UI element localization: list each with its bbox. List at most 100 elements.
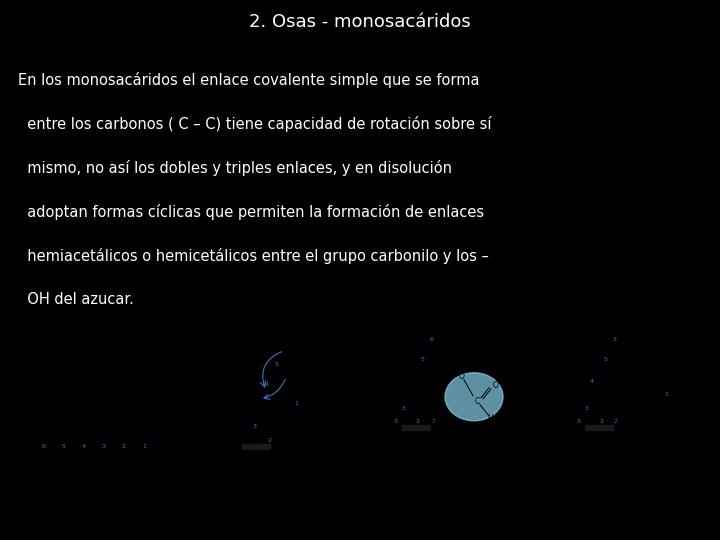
- Text: C: C: [248, 420, 253, 429]
- Text: OH: OH: [571, 434, 582, 443]
- Text: 5: 5: [62, 444, 66, 449]
- Text: H: H: [283, 344, 289, 353]
- Text: C: C: [590, 402, 595, 411]
- Text: O: O: [493, 381, 499, 390]
- Text: C: C: [657, 395, 662, 404]
- Text: CH$_2$OH: CH$_2$OH: [601, 341, 629, 354]
- Text: OH: OH: [240, 454, 252, 463]
- Text: 4: 4: [590, 379, 594, 384]
- Text: OH: OH: [56, 434, 68, 442]
- Text: 4: 4: [82, 444, 86, 449]
- Text: O: O: [459, 372, 465, 381]
- Text: C: C: [99, 417, 104, 427]
- Text: OH: OH: [572, 397, 583, 406]
- Text: C: C: [59, 417, 65, 427]
- Text: 3: 3: [394, 420, 398, 424]
- Text: C: C: [429, 355, 435, 364]
- Text: C: C: [280, 360, 286, 369]
- Text: 1: 1: [664, 392, 668, 397]
- Text: 3: 3: [102, 444, 106, 449]
- Text: H: H: [99, 401, 105, 410]
- Text: C: C: [120, 417, 125, 427]
- Text: 2: 2: [122, 444, 126, 449]
- Text: O: O: [642, 372, 648, 381]
- Text: OH: OH: [410, 434, 422, 443]
- Text: 2: 2: [614, 420, 618, 424]
- Text: H: H: [487, 414, 493, 423]
- Text: H: H: [596, 410, 602, 420]
- Text: H: H: [259, 375, 265, 384]
- Text: 2: 2: [416, 420, 420, 424]
- Text: H: H: [391, 379, 397, 388]
- Text: H: H: [119, 401, 125, 410]
- Text: C: C: [287, 397, 292, 406]
- Text: adoptan formas cíclicas que permiten la formación de enlaces: adoptan formas cíclicas que permiten la …: [18, 204, 484, 220]
- Text: H: H: [264, 402, 270, 411]
- Text: C: C: [408, 402, 413, 411]
- Text: 1: 1: [294, 401, 298, 406]
- Text: OH: OH: [76, 434, 88, 442]
- Text: H: H: [139, 401, 145, 410]
- Text: OH: OH: [96, 434, 108, 442]
- Text: O: O: [304, 385, 310, 394]
- Text: $-$CH$_2$OH: $-$CH$_2$OH: [291, 359, 325, 371]
- Text: 4: 4: [265, 382, 269, 387]
- Text: H: H: [669, 410, 675, 420]
- Text: OH: OH: [286, 370, 297, 379]
- Text: 3: 3: [577, 420, 581, 424]
- Text: H: H: [59, 401, 65, 410]
- Text: OH: OH: [116, 434, 128, 442]
- Text: 5: 5: [274, 362, 278, 367]
- Text: 6: 6: [42, 444, 46, 449]
- Text: H: H: [280, 350, 286, 359]
- Text: 5: 5: [420, 357, 424, 362]
- Text: H: H: [615, 420, 621, 429]
- Text: OH: OH: [446, 355, 458, 364]
- Text: mismo, no así los dobles y triples enlaces, y en disolución: mismo, no así los dobles y triples enlac…: [18, 160, 452, 176]
- Text: C: C: [424, 415, 430, 424]
- Text: H: H: [263, 389, 269, 399]
- Text: 3: 3: [253, 424, 257, 429]
- Text: C: C: [140, 417, 145, 427]
- Text: 5: 5: [603, 357, 607, 362]
- Text: OH: OH: [578, 370, 590, 379]
- Polygon shape: [514, 403, 524, 415]
- Text: H: H: [598, 359, 604, 368]
- Text: H: H: [299, 410, 305, 420]
- Text: H: H: [432, 420, 438, 429]
- Text: H: H: [413, 410, 419, 420]
- Text: En los monosacáridos el enlace covalente simple que se forma: En los monosacáridos el enlace covalente…: [18, 72, 480, 88]
- Text: OH: OH: [260, 454, 272, 463]
- Text: C: C: [415, 375, 420, 384]
- Text: H: H: [79, 401, 85, 410]
- Text: 3: 3: [402, 406, 406, 411]
- Text: C: C: [257, 397, 263, 406]
- Text: OH: OH: [395, 370, 407, 379]
- Text: OH: OH: [673, 381, 685, 390]
- Text: H: H: [417, 359, 423, 368]
- Text: 1: 1: [142, 444, 146, 449]
- Text: C: C: [474, 397, 480, 406]
- Text: CH$_2$OH: CH$_2$OH: [418, 341, 446, 354]
- Text: 2. Osas - monosacáridos: 2. Osas - monosacáridos: [249, 13, 471, 31]
- Ellipse shape: [445, 373, 503, 421]
- Text: 6: 6: [430, 337, 434, 342]
- Text: OH: OH: [593, 434, 605, 443]
- Text: CH$_2$OH$-$: CH$_2$OH$-$: [28, 409, 62, 422]
- Text: 2: 2: [431, 420, 435, 424]
- Text: 2: 2: [267, 438, 271, 443]
- Text: OH del azucar.: OH del azucar.: [18, 292, 134, 307]
- Text: entre los carbonos ( C – C) tiene capacidad de rotación sobre sí: entre los carbonos ( C – C) tiene capaci…: [18, 116, 492, 132]
- Text: 2: 2: [599, 420, 603, 424]
- Text: C: C: [79, 417, 85, 427]
- Text: hemiacetálicos o hemicetálicos entre el grupo carbonilo y los –: hemiacetálicos o hemicetálicos entre el …: [18, 248, 489, 264]
- Text: OH: OH: [230, 417, 242, 427]
- Text: C: C: [613, 355, 618, 364]
- Text: C: C: [271, 380, 276, 389]
- Text: H: H: [163, 430, 168, 440]
- Text: 3: 3: [585, 406, 589, 411]
- Text: H: H: [605, 367, 611, 376]
- Text: OH: OH: [388, 434, 400, 443]
- Text: C: C: [598, 375, 603, 384]
- Text: O: O: [164, 401, 170, 410]
